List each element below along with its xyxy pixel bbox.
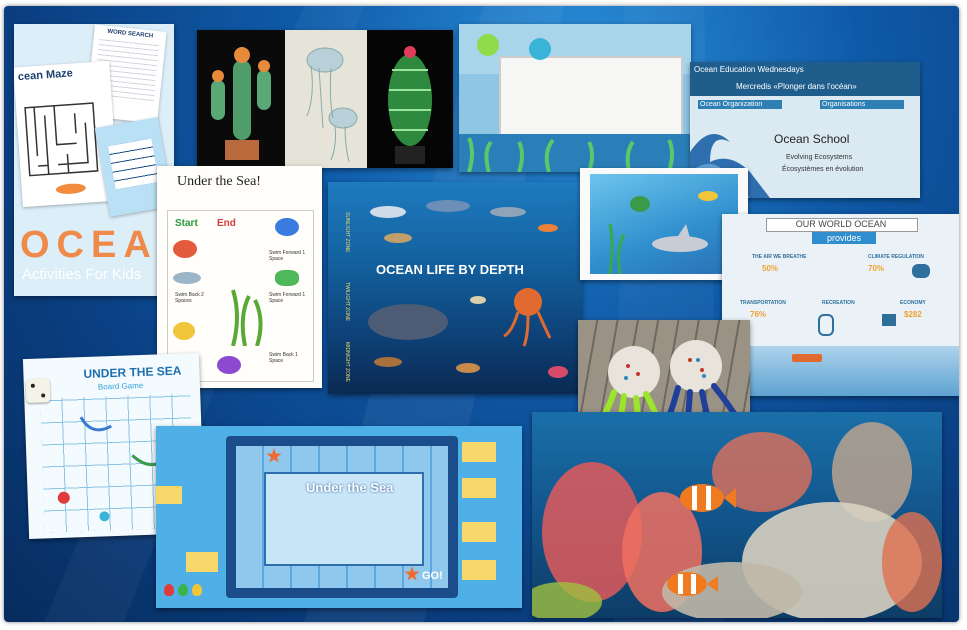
dolphin-icon [173,272,201,284]
fish-icon [275,218,299,236]
printable-game-title: Under the Sea [306,480,394,495]
game-card [462,478,496,498]
under-sea-title: Under the Sea! [177,174,261,189]
whiteboard [499,56,683,148]
ecosystems-fr-text: Écosystèmes en évolution [782,166,864,173]
board-cell-text: Swim Forward 1 Space [269,292,306,304]
tab-ocean-organization[interactable]: Ocean Organization [698,100,782,109]
fish-icon [173,322,195,340]
provides-text: provides [826,233,862,243]
ocean-title: OCEAN [20,224,174,266]
game-pawn-icon [192,584,202,596]
recreation-label: RECREATION [822,300,855,306]
plastic-bottle-crafts-tile [197,30,453,168]
dice-icon [25,378,51,404]
climate-regulation-label: CLIMATE REGULATION [868,254,924,260]
game-pawn-icon [178,584,188,596]
game-pawn-icon [164,584,174,596]
cloud-icon [912,264,930,278]
shark-turtle-icon [608,191,718,274]
game-card [462,522,496,542]
collage-canvas: WORD SEARCH cean Maze OCEAN Activities F… [4,6,959,622]
world-ocean-title-box [766,218,918,232]
jellyfish-craft-photo [285,30,367,168]
provides-banner [812,232,876,244]
world-ocean-title: OUR WORLD OCEAN [795,219,887,229]
lantern-icon [477,34,499,56]
transportation-label: TRANSPORTATION [740,300,786,306]
surf-icon [818,314,834,336]
depth-poster-title: OCEAN LIFE BY DEPTH [376,262,524,277]
classroom-decor-tile [459,24,691,172]
stat-value: 76% [750,310,767,319]
coral-reef-illustration [532,422,942,618]
jellyfish-icon [306,47,358,163]
watercolor-background [590,174,738,274]
briefcase-icon [882,314,896,326]
end-label: End [217,218,236,229]
board-grid [167,210,314,382]
education-header-bar [690,62,920,96]
ocean-life-depth-poster: OCEAN LIFE BY DEPTH SUNLIGHT ZONE TWILIG… [328,182,582,394]
board-cell-text: Swim Back 1 Space [269,352,298,364]
game-board-center [264,472,424,566]
board-game-title: UNDER THE SEA [83,363,182,382]
stat-value: $282 [904,310,922,319]
evolving-ecosystems-text: Evolving Ecosystems [786,154,853,161]
bottle-cactus-icon [388,46,432,164]
board-game-subtitle: Board Game [97,380,144,392]
maze-drawing [24,102,99,177]
game-card [462,560,496,580]
twilight-zone-label: TWILIGHT ZONE [344,282,350,322]
air-we-breathe-label: THE AIR WE BREATHE [752,254,807,260]
crossword-grid [107,138,159,190]
our-world-ocean-tile: OUR WORLD OCEAN provides THE AIR WE BREA… [722,214,959,396]
activities-subtitle: Activities For Kids [22,266,142,283]
maze-title: cean Maze [17,67,74,84]
ship-icon [792,354,822,362]
seaweed-icon [231,289,263,346]
ocean-school-title: Ocean School [774,132,850,146]
board-cell-text: Swim Forward 1 Space [269,250,306,262]
cactus-craft-photo [197,30,285,168]
game-card [186,552,218,572]
octopus-icon [217,356,241,374]
ocean-footer [722,346,959,396]
stat-value: 50% [762,264,779,273]
cactus-icon [211,47,271,160]
game-card [156,486,182,504]
sunlight-zone-label: SUNLIGHT ZONE [344,212,350,253]
printable-game-tile: Under the Sea GO! [156,426,522,608]
seaweed-border [459,134,691,172]
lantern-icon [529,38,551,60]
under-the-sea-board-tile: Under the Sea! Start End Swim Forward 1 … [157,166,322,388]
start-label: Start [175,218,198,229]
education-header: Ocean Education Wednesdays [694,65,804,74]
go-label: GO! [422,570,443,582]
sea-creatures-illustration [368,200,568,378]
economy-label: ECONOMY [900,300,926,306]
clownfish-icon [55,182,87,195]
coral-reef-photo [532,412,942,618]
tab-organisations[interactable]: Organisations [820,100,904,109]
midnight-zone-label: MIDNIGHT ZONE [344,342,350,382]
coral-icon [275,270,299,286]
stat-value: 70% [868,264,885,273]
game-card [462,442,496,462]
education-subheader: Mercredis «Plonger dans l'océan» [736,82,857,91]
crab-icon [173,240,197,258]
cactus-bottle-photo [367,30,453,168]
shark-painting-tile [580,168,748,280]
ocean-activities-tile: WORD SEARCH cean Maze OCEAN Activities F… [14,24,174,296]
board-cell-text: Swim Back 2 Spaces [175,292,204,304]
